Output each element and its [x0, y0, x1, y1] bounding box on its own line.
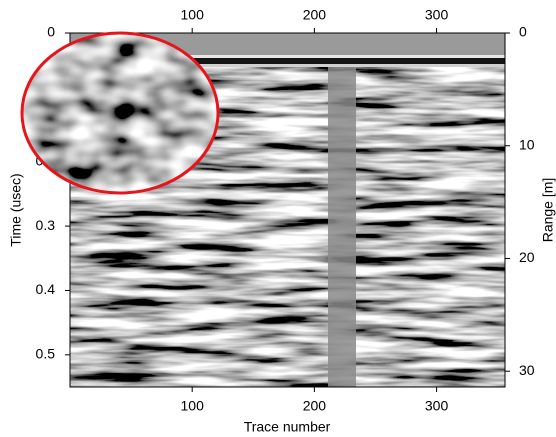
plot-frame [69, 32, 506, 388]
x-tick-label-top: 300 [425, 7, 449, 23]
magnifier-ring [20, 31, 220, 195]
x-axis-label: Trace number [244, 419, 331, 435]
y2-tick-label: 20 [519, 249, 535, 265]
y2-tick-label: 10 [519, 136, 535, 152]
y2-axis-label: Range [m] [540, 178, 556, 243]
direct-wave-dark [70, 58, 505, 64]
y2-tick-label: 0 [519, 24, 527, 40]
y-tick-label: 0.4 [36, 281, 56, 297]
magnified-texture [22, 33, 218, 193]
y-tick-label: 0.3 [36, 217, 56, 233]
y-axis-label: Time (usec) [8, 173, 24, 246]
smooth-zone [328, 67, 356, 387]
x-tick-label: 300 [425, 398, 449, 414]
x-tick-label: 200 [303, 398, 327, 414]
x-tick-label-top: 200 [303, 7, 327, 23]
y2-tick-label: 30 [519, 362, 535, 378]
direct-wave-light [70, 64, 505, 67]
x-tick-label: 100 [181, 398, 205, 414]
y-tick-label: 0 [47, 24, 55, 40]
magnifier [20, 31, 220, 195]
y-tick-label: 0.5 [36, 346, 56, 362]
direct-wave-light [70, 55, 505, 58]
x-tick-label-top: 100 [181, 7, 205, 23]
